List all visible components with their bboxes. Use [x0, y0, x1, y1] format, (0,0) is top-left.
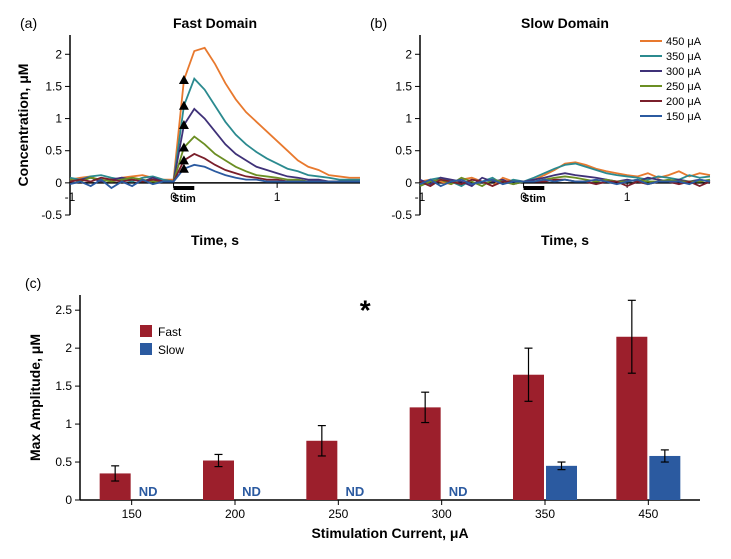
svg-text:Concentration, μM: Concentration, μM [15, 64, 31, 187]
svg-text:1.5: 1.5 [395, 79, 412, 93]
svg-text:2: 2 [65, 341, 72, 355]
svg-text:300 μA: 300 μA [666, 66, 702, 78]
svg-text:300: 300 [432, 507, 452, 521]
svg-text:Stim: Stim [172, 193, 196, 205]
svg-text:1: 1 [405, 112, 412, 126]
svg-text:350: 350 [535, 507, 555, 521]
svg-text:*: * [360, 295, 371, 326]
svg-text:0.5: 0.5 [395, 144, 412, 158]
svg-text:(b): (b) [370, 15, 387, 31]
svg-text:2: 2 [55, 47, 62, 61]
svg-text:1: 1 [274, 190, 281, 204]
svg-text:-0.5: -0.5 [41, 208, 62, 222]
svg-text:1: 1 [65, 417, 72, 431]
svg-text:450 μA: 450 μA [666, 36, 702, 48]
figure: -0.500.511.52-101StimFast Domain(a)Time,… [5, 5, 731, 554]
svg-text:-1: -1 [65, 190, 76, 204]
svg-text:1.5: 1.5 [55, 379, 72, 393]
svg-text:ND: ND [139, 484, 158, 499]
svg-text:250: 250 [328, 507, 348, 521]
svg-text:150: 150 [122, 507, 142, 521]
svg-text:200 μA: 200 μA [666, 96, 702, 108]
svg-text:0: 0 [55, 176, 62, 190]
svg-text:200: 200 [225, 507, 245, 521]
svg-text:0.5: 0.5 [55, 455, 72, 469]
svg-text:Slow: Slow [158, 343, 184, 357]
svg-text:(c): (c) [25, 275, 41, 291]
svg-text:-0.5: -0.5 [391, 208, 412, 222]
svg-text:150 μA: 150 μA [666, 111, 702, 123]
svg-text:ND: ND [242, 484, 261, 499]
svg-text:-1: -1 [415, 190, 426, 204]
svg-text:450: 450 [638, 507, 658, 521]
svg-text:Stim: Stim [522, 193, 546, 205]
svg-text:1: 1 [55, 112, 62, 126]
svg-text:350 μA: 350 μA [666, 51, 702, 63]
svg-text:1.5: 1.5 [45, 79, 62, 93]
svg-text:Slow Domain: Slow Domain [521, 15, 609, 31]
svg-text:Fast: Fast [158, 325, 182, 339]
svg-text:ND: ND [449, 484, 468, 499]
svg-text:Max Amplitude, μM: Max Amplitude, μM [27, 334, 43, 461]
svg-text:250 μA: 250 μA [666, 81, 702, 93]
svg-text:1: 1 [624, 190, 631, 204]
svg-text:0: 0 [65, 493, 72, 507]
svg-text:0: 0 [405, 176, 412, 190]
svg-text:(a): (a) [20, 15, 37, 31]
svg-text:0.5: 0.5 [45, 144, 62, 158]
svg-text:ND: ND [345, 484, 364, 499]
svg-text:Time, s: Time, s [541, 232, 589, 248]
svg-text:2: 2 [405, 47, 412, 61]
svg-text:Time, s: Time, s [191, 232, 239, 248]
svg-text:2.5: 2.5 [55, 303, 72, 317]
svg-text:Stimulation Current, μA: Stimulation Current, μA [311, 525, 468, 541]
svg-text:Fast Domain: Fast Domain [173, 15, 257, 31]
